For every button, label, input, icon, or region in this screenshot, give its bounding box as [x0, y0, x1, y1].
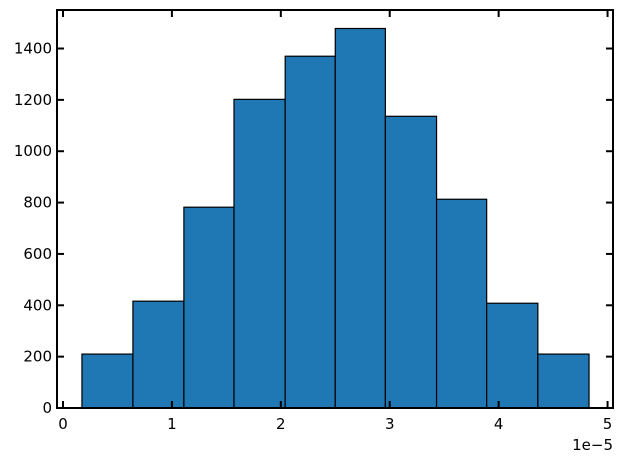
histogram-bar: [384, 115, 438, 409]
histogram-bar: [183, 206, 235, 409]
y-tick-label: 1400: [14, 40, 52, 58]
y-tick-label: 1000: [14, 142, 52, 160]
histogram-bar: [537, 353, 590, 409]
x-tick-label: 1: [167, 415, 177, 433]
histogram-bar: [233, 98, 286, 409]
histogram-bar: [435, 198, 488, 409]
y-tick-label: 200: [23, 348, 52, 366]
axes-frame: [56, 9, 614, 409]
histogram-bar: [132, 300, 185, 409]
bars-group: [81, 27, 590, 409]
histogram-bar: [486, 302, 539, 409]
y-tick-label: 1200: [14, 91, 52, 109]
y-tick-label: 400: [23, 296, 52, 314]
histogram-bar: [284, 55, 336, 409]
y-tick-label: 600: [23, 245, 52, 263]
y-tick-label: 0: [42, 399, 52, 417]
y-tick-label: 800: [23, 194, 52, 212]
x-tick-label: 3: [385, 415, 395, 433]
x-offset-text: 1e−5: [572, 436, 613, 454]
ticks-group: 0 1 2 3 4 5 0 200 400 600 800 1000 1200 1400: [14, 10, 613, 433]
histogram-bar: [81, 353, 134, 409]
x-tick-label: 5: [603, 415, 613, 433]
x-tick-label: 0: [58, 415, 68, 433]
histogram-bar: [334, 27, 386, 409]
x-tick-label: 2: [276, 415, 286, 433]
x-tick-label: 4: [494, 415, 504, 433]
